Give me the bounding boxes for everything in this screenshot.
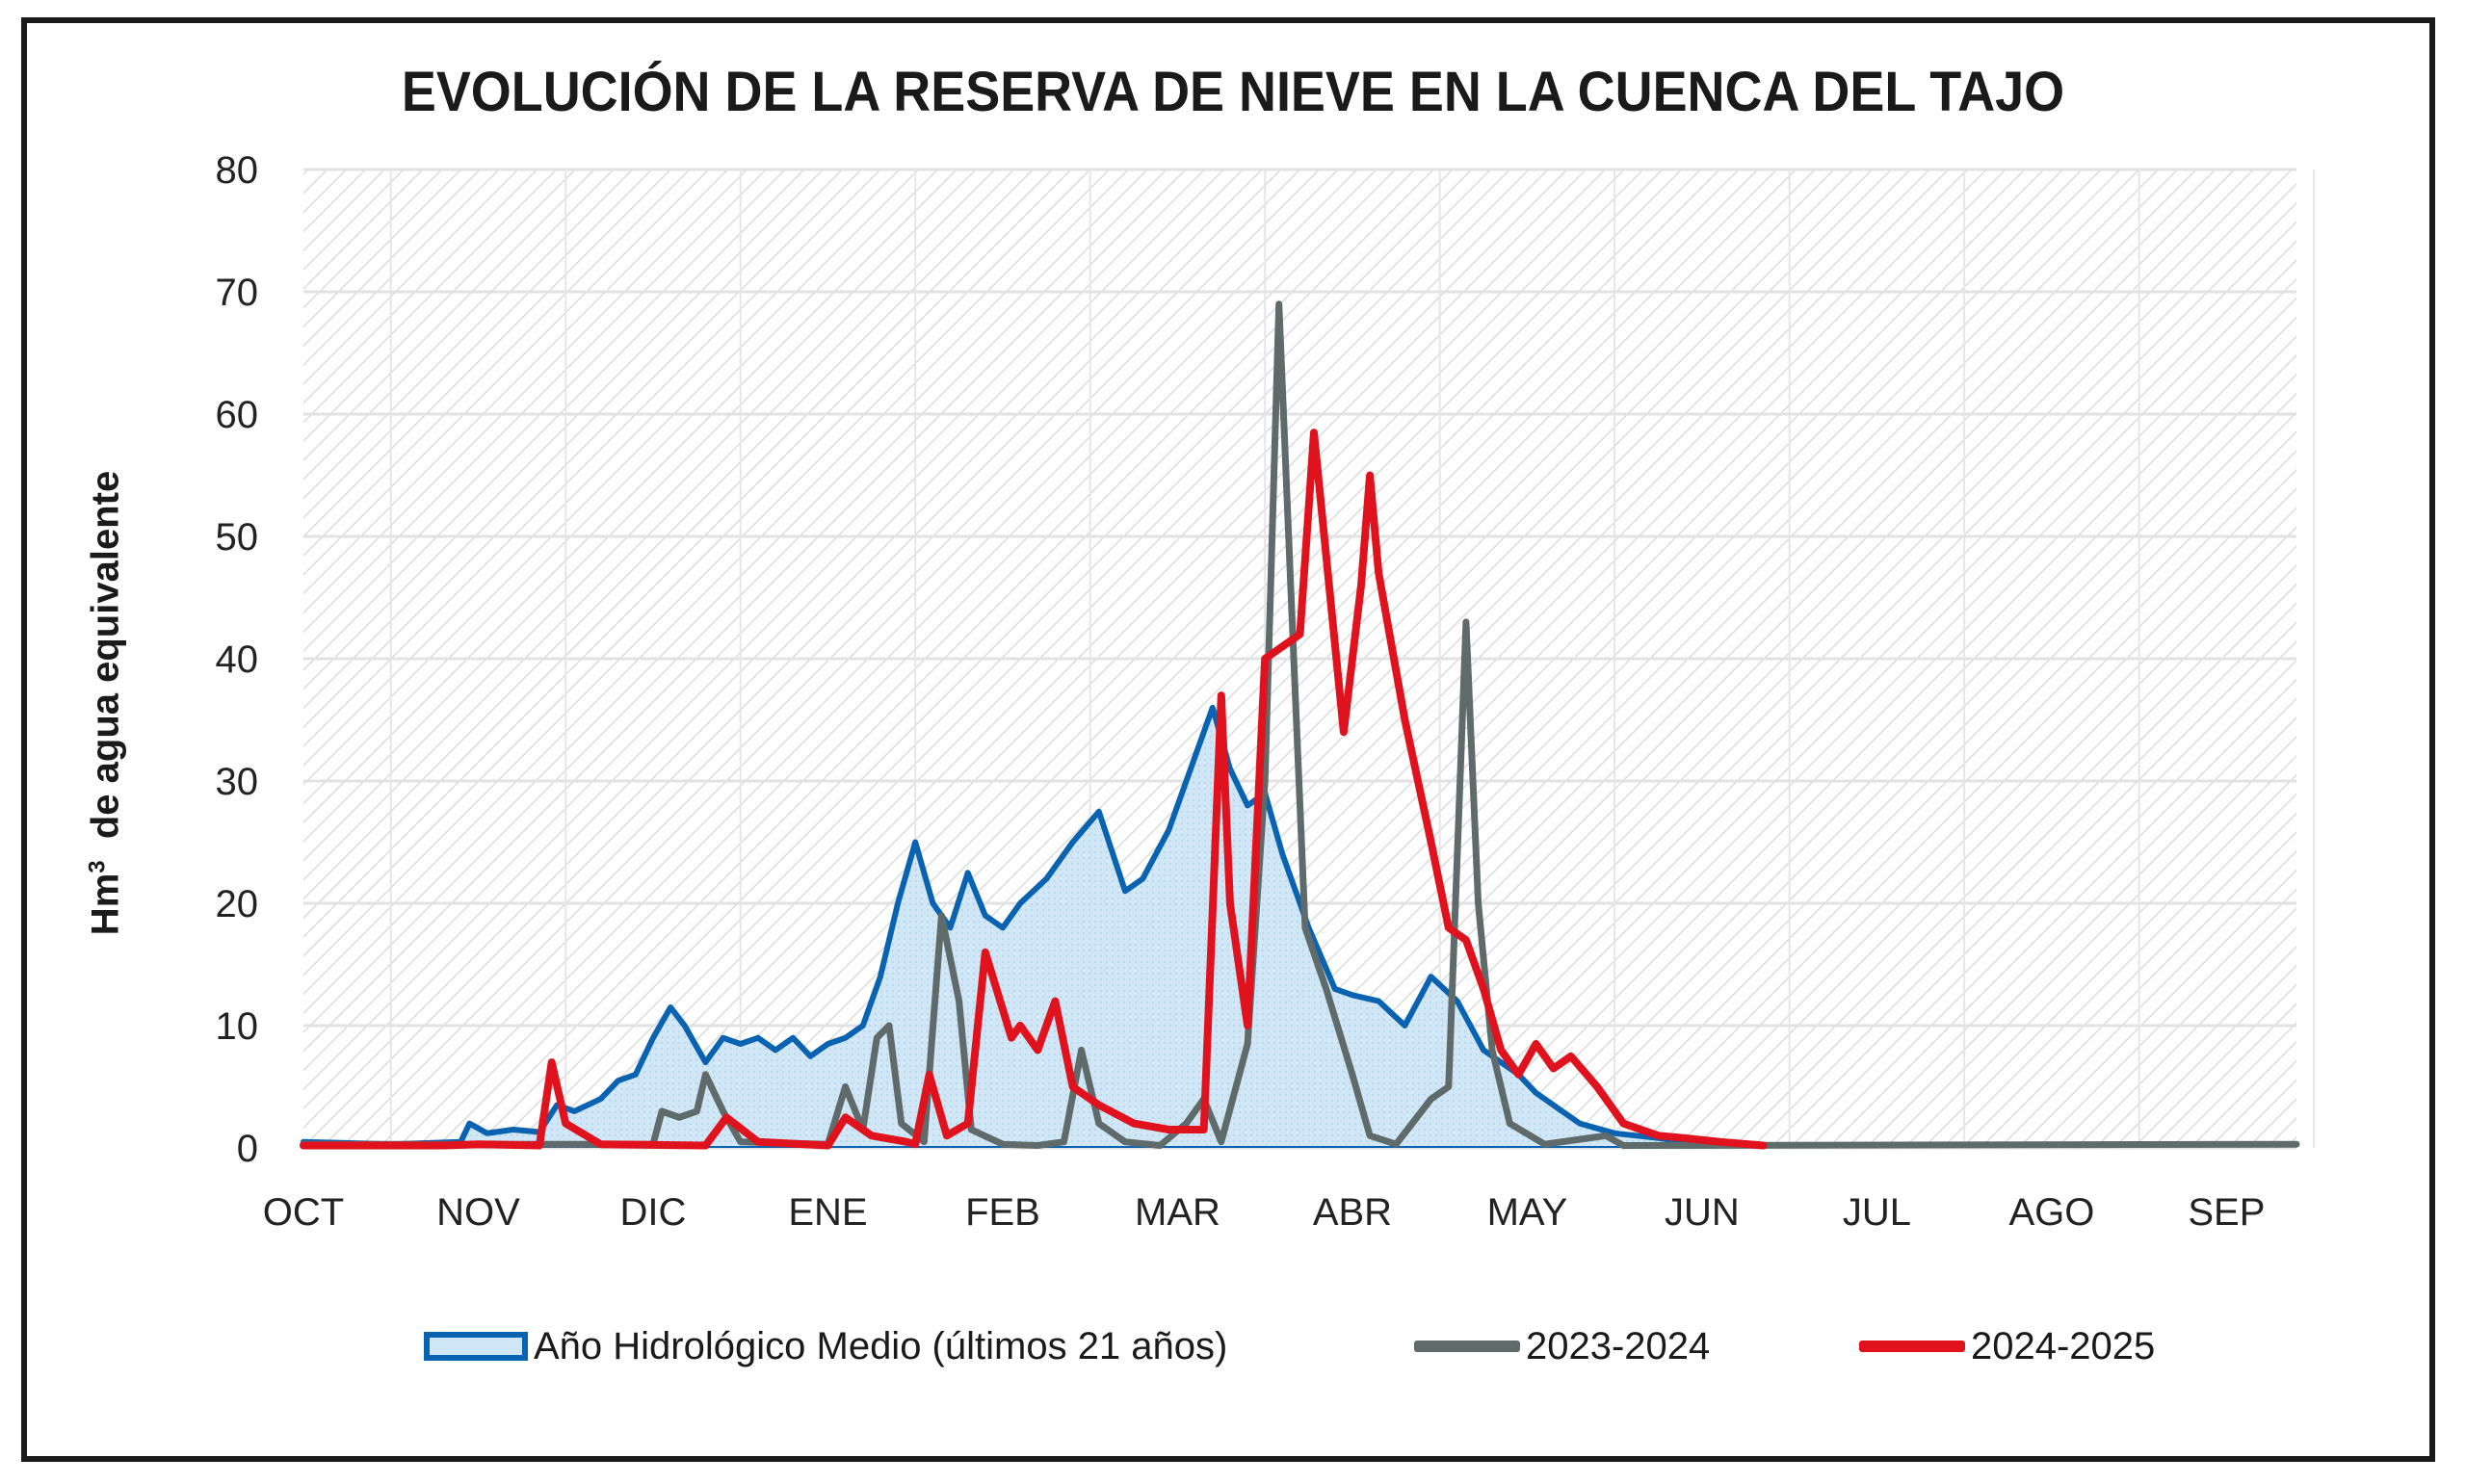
legend-label-2024-2025: 2024-2025 [1971,1324,2156,1367]
legend: Año Hidrológico Medio (últimos 21 años) … [424,1317,2254,1375]
x-tick-label: SEP [2188,1191,2265,1234]
y-tick-label: 30 [216,761,259,803]
legend-swatch-average [424,1332,528,1361]
legend-item-average: Año Hidrológico Medio (últimos 21 años) [424,1317,1227,1375]
x-tick-label: ENE [788,1191,867,1234]
x-tick-label: MAR [1135,1191,1220,1234]
y-tick-label: 60 [216,394,259,436]
x-tick-label: OCT [263,1191,344,1234]
legend-item-2024-2025: 2024-2025 [1859,1317,2155,1375]
legend-label-2023-2024: 2023-2024 [1526,1324,1711,1367]
line-2024-2025 [300,429,1768,1150]
y-tick-label: 50 [216,516,259,559]
legend-item-2023-2024: 2023-2024 [1414,1317,1710,1375]
x-tick-label: JUL [1843,1191,1911,1234]
y-tick-label: 70 [216,272,259,314]
y-tick-label: 40 [216,638,259,681]
y-tick-label: 10 [216,1005,259,1048]
area-average-fill [303,707,1720,1148]
x-tick-label: FEB [965,1191,1040,1234]
series-layer [300,300,2300,1150]
x-tick-label: JUN [1665,1191,1740,1234]
legend-label-average: Año Hidrológico Medio (últimos 21 años) [534,1324,1228,1367]
line-average [301,704,1723,1149]
x-tick-label: NOV [436,1191,520,1234]
x-tick-label: MAY [1487,1191,1568,1234]
x-tick-label: ABR [1313,1191,1392,1234]
x-tick-label: DIC [620,1191,687,1234]
chart-title: EVOLUCIÓN DE LA RESERVA DE NIEVE EN LA C… [401,61,2065,123]
x-tick-labels: OCT NOV DIC ENE FEB MAR ABR MAY JUN JUL AGO SEP [263,1191,2266,1234]
legend-swatch-2023-2024 [1414,1341,1520,1352]
y-tick-label: 80 [216,149,259,192]
y-tick-label: 0 [237,1128,258,1170]
y-tick-labels: 0 10 20 30 40 50 60 70 80 [216,149,259,1170]
y-tick-label: 20 [216,883,259,925]
legend-swatch-2024-2025 [1859,1341,1965,1352]
x-tick-label: AGO [2008,1191,2094,1234]
